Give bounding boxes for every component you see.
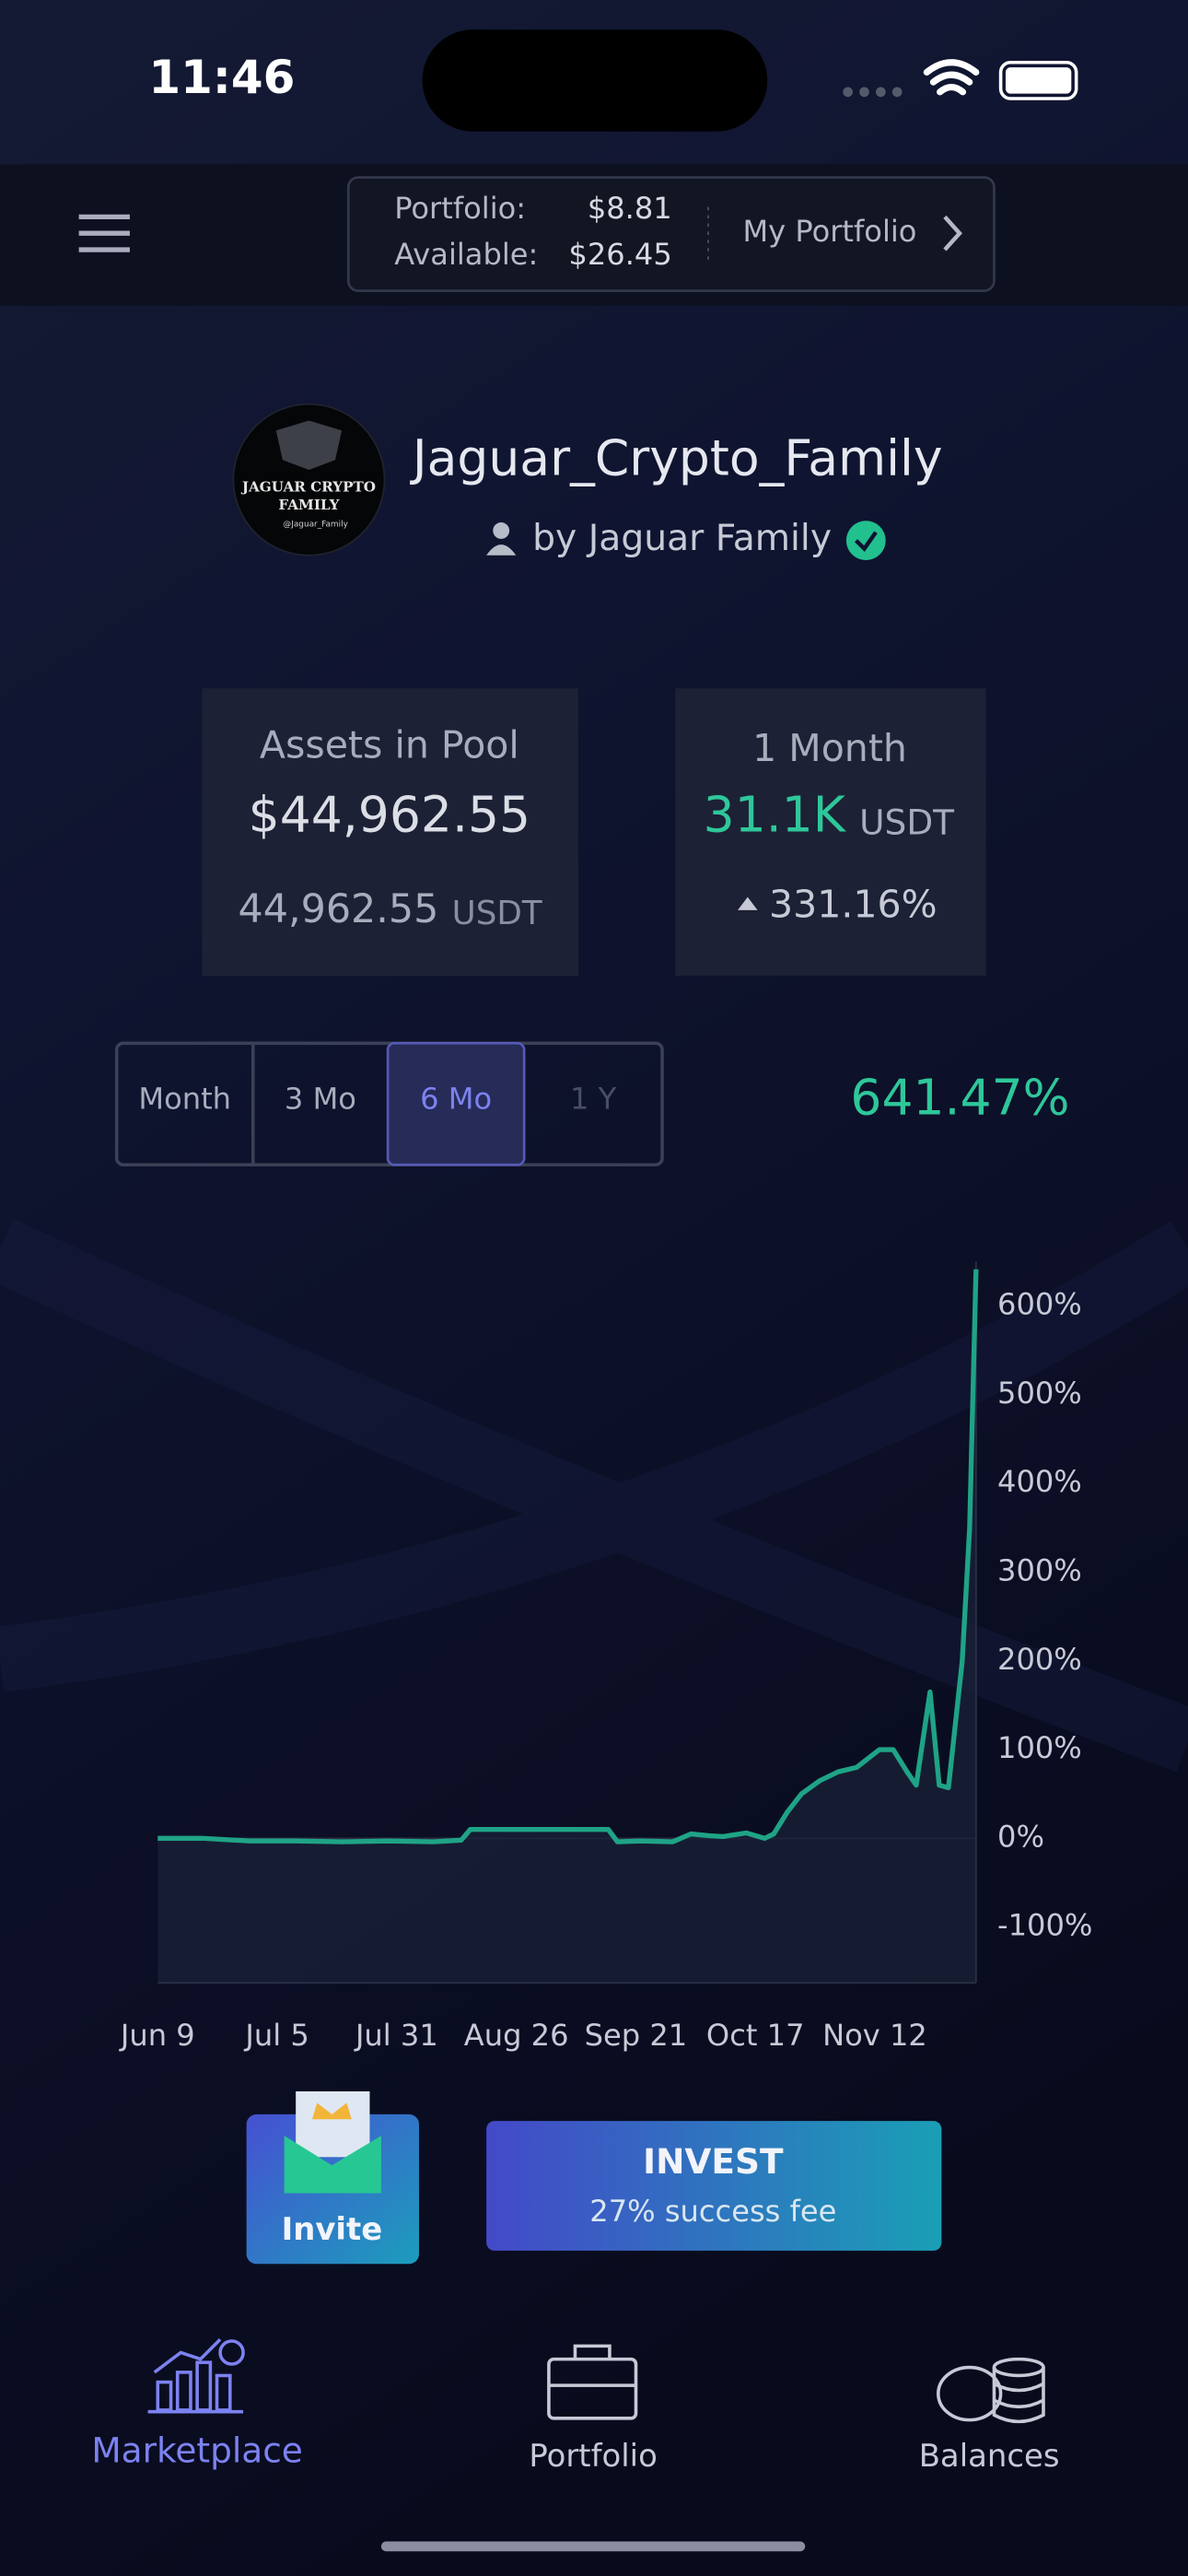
range-tab[interactable]: Month [138, 1082, 231, 1117]
menu-button[interactable] [78, 214, 130, 252]
portfolio-icon[interactable] [547, 2344, 638, 2420]
person-icon [493, 522, 510, 539]
y-tick-label: 0% [997, 1819, 1044, 1854]
invite-label: Invite [282, 2211, 383, 2247]
pool-name: Jaguar_Crypto_Family [410, 429, 943, 487]
invest-label: INVEST [643, 2141, 784, 2182]
assets-unit: USDT [452, 895, 542, 932]
month-change: 331.16% [769, 882, 938, 926]
assets-amount: 44,962.55 [239, 886, 439, 932]
y-tick-label: 200% [997, 1642, 1082, 1677]
letter [296, 2090, 370, 2158]
tab-selected [386, 1041, 526, 1166]
nav-portfolio[interactable]: Portfolio [529, 2438, 657, 2474]
owner: by Jaguar Family [532, 518, 832, 559]
invest-fee: 27% success fee [589, 2194, 836, 2229]
range-tab[interactable]: 1 Y [570, 1082, 617, 1117]
y-tick-label: 500% [997, 1376, 1082, 1411]
x-tick-label: Aug 26 [464, 2018, 569, 2053]
range-tabs [114, 1041, 664, 1167]
chevron [943, 215, 962, 252]
signal [843, 87, 903, 98]
person-icon [486, 544, 517, 556]
avatar-text: FAMILY [278, 497, 339, 513]
avatar-text: @Jaguar_Family [283, 520, 348, 529]
portfolio-box[interactable] [346, 176, 996, 292]
month-amount: 31.1K [704, 786, 847, 844]
portfolio-label: Portfolio: [394, 191, 526, 226]
my-portfolio-link[interactable]: My Portfolio [742, 214, 916, 249]
month-label: 1 Month [752, 726, 907, 770]
x-tick-label: Jul 5 [243, 2018, 309, 2053]
assets-usd: $44,962.55 [249, 786, 530, 844]
invest-button[interactable] [486, 2121, 942, 2251]
nav-marketplace[interactable]: Marketplace [91, 2430, 302, 2471]
y-tick-label: 300% [997, 1552, 1082, 1587]
assets-card [202, 688, 579, 977]
clock: 11:46 [148, 51, 295, 104]
x-tick-label: Jul 31 [354, 2018, 438, 2053]
wifi-icon [923, 59, 980, 96]
period-return: 641.47% [850, 1068, 1069, 1126]
line [157, 1269, 979, 1844]
y-tick-label: -100% [997, 1908, 1092, 1943]
envelope [284, 2136, 381, 2194]
battery [998, 60, 1078, 100]
available-value: $26.45 [568, 237, 671, 272]
balances-icon[interactable] [937, 2357, 1045, 2424]
x-tick-label: Oct 17 [706, 2018, 805, 2053]
x-tick-label: Jun 9 [119, 2018, 195, 2053]
verified-badge [845, 521, 886, 561]
check [855, 531, 878, 553]
dynamic-island [422, 29, 768, 132]
nav-balances[interactable]: Balances [919, 2438, 1060, 2474]
marketplace-icon[interactable] [147, 2337, 245, 2414]
x-tick-label: Nov 12 [822, 2018, 927, 2053]
range-tab[interactable]: 3 Mo [285, 1082, 356, 1117]
assets-label: Assets in Pool [260, 722, 519, 767]
chart: 600% 500% 400% 300% 200% 100% 0% -100% Jun 9 Jul … [119, 1261, 1092, 2053]
month-card [675, 688, 986, 977]
avatar-art [275, 420, 343, 470]
up-arrow [738, 896, 758, 910]
y-tick-label: 100% [997, 1730, 1082, 1765]
home-indicator [380, 2541, 806, 2552]
area [157, 1269, 976, 1984]
avatar-text: JAGUAR CRYPTO [240, 479, 376, 496]
y-tick-label: 600% [997, 1287, 1082, 1322]
crown [312, 2102, 352, 2120]
range-tab[interactable]: 6 Mo [420, 1082, 492, 1117]
month-unit: USDT [859, 802, 954, 843]
x-tick-label: Sep 21 [585, 2018, 688, 2053]
battery-level [1005, 67, 1072, 94]
avatar [232, 403, 386, 556]
y-tick-label: 400% [997, 1464, 1082, 1499]
available-label: Available: [394, 237, 538, 272]
portfolio-value: $8.81 [588, 191, 672, 226]
background-glow [0, 1218, 1188, 1773]
